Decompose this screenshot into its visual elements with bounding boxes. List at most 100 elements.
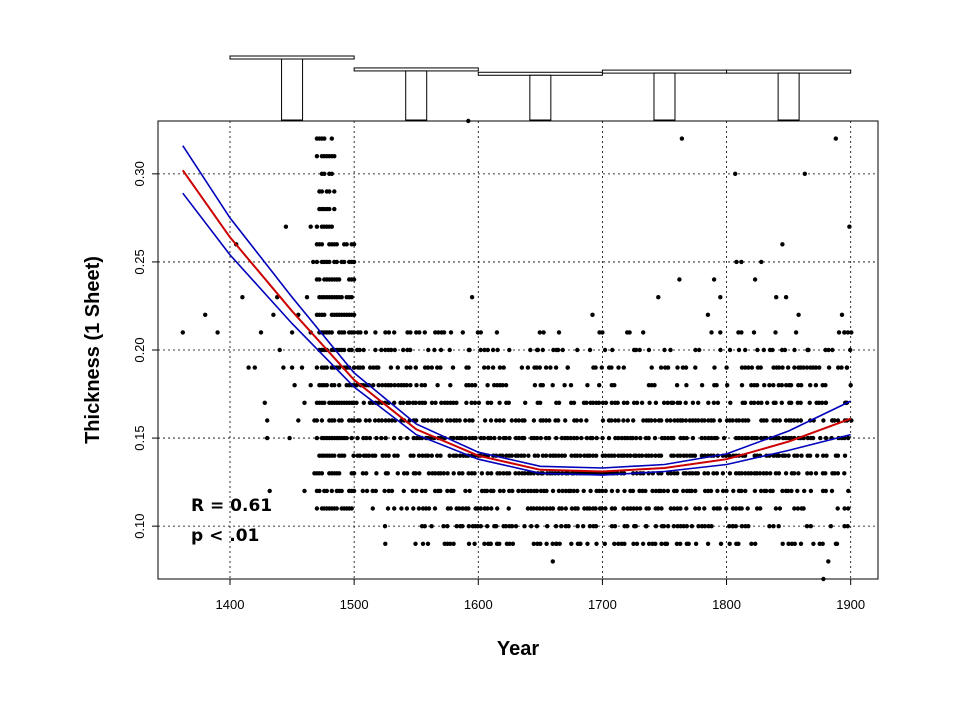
data-point bbox=[690, 435, 696, 441]
data-point bbox=[271, 312, 276, 317]
data-point bbox=[600, 418, 606, 423]
data-point bbox=[702, 418, 707, 423]
data-point bbox=[733, 524, 738, 529]
data-point bbox=[584, 418, 589, 423]
data-point bbox=[545, 524, 550, 529]
data-point bbox=[506, 506, 511, 511]
data-point bbox=[593, 506, 598, 511]
data-point bbox=[805, 347, 810, 353]
data-point bbox=[633, 453, 639, 458]
data-point bbox=[357, 347, 362, 353]
data-point bbox=[681, 488, 686, 494]
data-point bbox=[422, 330, 427, 335]
data-point bbox=[802, 488, 807, 494]
data-point bbox=[411, 453, 416, 458]
data-point bbox=[457, 506, 462, 511]
data-point bbox=[634, 400, 640, 405]
data-point bbox=[817, 365, 822, 370]
data-point bbox=[472, 383, 478, 388]
data-point bbox=[383, 541, 388, 546]
data-point bbox=[792, 471, 797, 476]
data-point bbox=[799, 453, 804, 458]
data-point bbox=[634, 347, 639, 353]
data-point bbox=[287, 435, 292, 441]
data-point bbox=[625, 435, 630, 441]
data-point bbox=[808, 383, 813, 388]
data-point bbox=[628, 506, 633, 511]
data-point bbox=[641, 418, 646, 423]
data-point bbox=[646, 506, 651, 511]
data-point bbox=[603, 400, 609, 405]
data-point bbox=[327, 189, 332, 194]
data-point bbox=[478, 435, 484, 441]
data-point bbox=[702, 435, 708, 441]
data-point bbox=[445, 524, 450, 529]
data-point bbox=[652, 418, 658, 423]
data-point bbox=[422, 400, 428, 405]
data-point bbox=[683, 365, 689, 370]
data-point bbox=[730, 506, 736, 511]
data-point bbox=[417, 330, 422, 335]
data-point bbox=[777, 506, 783, 511]
data-point bbox=[467, 488, 472, 494]
data-point bbox=[379, 435, 384, 441]
data-point bbox=[349, 435, 354, 441]
data-point bbox=[360, 488, 365, 494]
data-point bbox=[656, 295, 661, 300]
data-point bbox=[715, 400, 721, 405]
data-point bbox=[708, 488, 714, 494]
data-point bbox=[847, 224, 852, 229]
data-point bbox=[665, 488, 671, 494]
data-point bbox=[392, 400, 397, 405]
data-point bbox=[612, 506, 618, 511]
data-point bbox=[631, 541, 636, 546]
data-point bbox=[742, 400, 748, 405]
histogram-box bbox=[777, 72, 800, 121]
y-axis-ticks: 0.10 0.15 0.20 0.25 0.30 bbox=[132, 161, 158, 539]
data-point bbox=[721, 435, 727, 441]
data-point bbox=[699, 383, 705, 388]
data-point bbox=[404, 365, 409, 370]
data-point bbox=[557, 541, 562, 546]
data-point bbox=[681, 524, 686, 529]
data-point bbox=[534, 524, 540, 529]
data-point bbox=[531, 541, 536, 546]
data-point bbox=[516, 471, 522, 476]
data-point bbox=[590, 453, 596, 458]
data-point bbox=[842, 471, 847, 476]
data-point bbox=[787, 383, 792, 388]
data-point bbox=[342, 347, 347, 353]
data-point bbox=[404, 383, 409, 388]
data-point bbox=[630, 488, 636, 494]
data-point bbox=[828, 524, 833, 529]
data-point bbox=[371, 365, 376, 370]
data-point bbox=[554, 435, 559, 441]
data-point bbox=[401, 488, 406, 494]
data-point bbox=[342, 330, 347, 335]
x-tick-label: 1600 bbox=[464, 597, 493, 612]
data-point bbox=[678, 506, 683, 511]
data-point bbox=[823, 471, 828, 476]
data-point bbox=[537, 365, 542, 370]
data-point bbox=[590, 312, 595, 317]
data-point bbox=[215, 330, 220, 335]
data-point bbox=[497, 400, 502, 405]
data-point bbox=[807, 453, 813, 458]
data-point bbox=[454, 400, 459, 405]
data-point bbox=[718, 295, 723, 300]
data-point bbox=[532, 383, 538, 388]
data-point bbox=[525, 506, 531, 511]
data-point bbox=[376, 365, 381, 370]
data-point bbox=[414, 383, 419, 388]
data-point bbox=[344, 435, 349, 441]
data-point bbox=[692, 453, 698, 458]
data-point bbox=[556, 488, 562, 494]
data-point bbox=[609, 418, 614, 423]
data-point bbox=[513, 418, 518, 423]
data-point bbox=[705, 312, 711, 317]
data-point bbox=[457, 453, 463, 458]
data-point bbox=[565, 365, 570, 370]
data-point bbox=[482, 365, 487, 370]
data-point bbox=[780, 488, 785, 494]
data-point bbox=[385, 471, 390, 476]
